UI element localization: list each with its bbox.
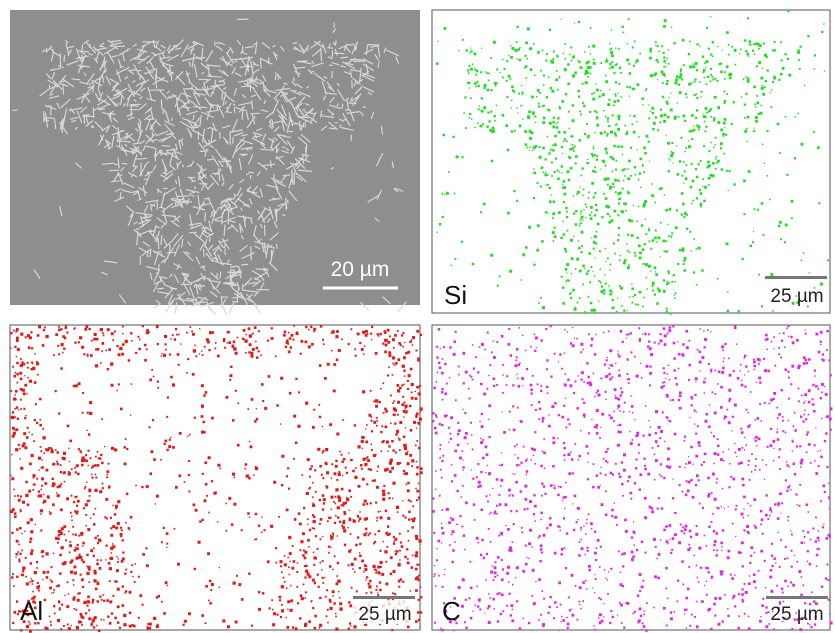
sem-panel: 20 µm [10, 10, 420, 315]
scale-bar [353, 596, 415, 599]
element-label: Al [20, 596, 43, 626]
c-map-panel [432, 325, 833, 632]
map-background [10, 325, 420, 630]
map-background [432, 325, 830, 630]
element-label: C [442, 596, 461, 626]
figure: 20 µm Si 25 µm Al 25 µm C 25 µm [0, 0, 835, 633]
scale-bar-label: 25 µm [358, 604, 411, 625]
scale-bar-label: 25 µm [770, 604, 823, 625]
si-map-panel [432, 10, 830, 315]
scale-bar-label: 25 µm [770, 286, 823, 307]
scale-bar-label: 20 µm [331, 258, 390, 281]
al-map-panel [10, 325, 423, 633]
scale-bar [765, 276, 827, 279]
scale-bar [766, 596, 828, 599]
element-label: Si [444, 280, 467, 310]
